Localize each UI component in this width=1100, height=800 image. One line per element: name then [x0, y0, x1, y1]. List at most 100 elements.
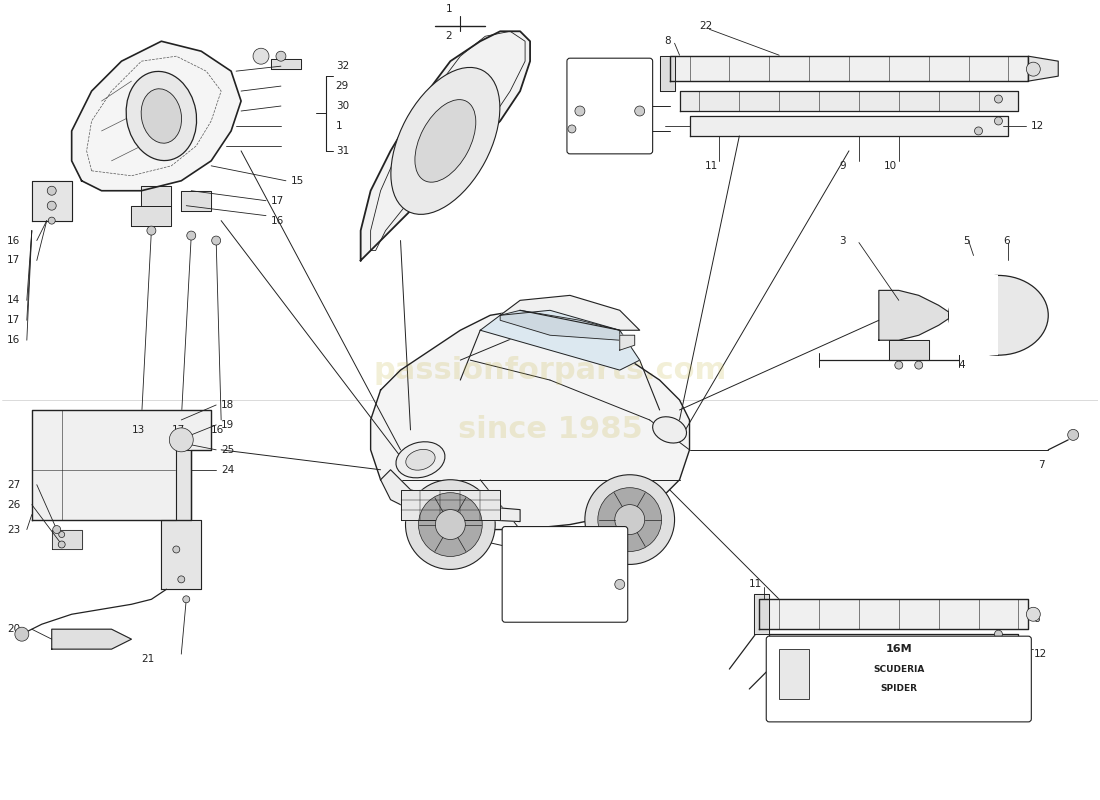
Bar: [948, 275, 999, 355]
Circle shape: [994, 650, 1002, 658]
Text: 17: 17: [271, 196, 284, 206]
Text: 17: 17: [7, 255, 20, 266]
Circle shape: [1026, 62, 1041, 76]
Text: 33: 33: [580, 66, 593, 76]
Polygon shape: [381, 470, 520, 522]
Text: 10: 10: [883, 161, 896, 171]
Text: 16: 16: [211, 425, 224, 435]
Circle shape: [276, 51, 286, 61]
Polygon shape: [500, 310, 619, 340]
Text: 27: 27: [7, 480, 20, 490]
Circle shape: [568, 125, 576, 133]
Text: 16: 16: [7, 335, 20, 346]
Circle shape: [436, 510, 465, 539]
Polygon shape: [142, 186, 172, 206]
Text: 22: 22: [700, 22, 713, 31]
Polygon shape: [690, 116, 1009, 136]
Text: 28: 28: [640, 121, 653, 131]
Bar: [779, 649, 810, 699]
Text: 30: 30: [336, 101, 349, 111]
Text: 17: 17: [172, 425, 185, 435]
Polygon shape: [52, 530, 81, 550]
Circle shape: [994, 95, 1002, 103]
Polygon shape: [500, 295, 640, 330]
Circle shape: [169, 428, 194, 452]
Circle shape: [915, 361, 923, 369]
Text: 15: 15: [290, 176, 305, 186]
Circle shape: [58, 542, 65, 547]
Circle shape: [635, 106, 645, 116]
Circle shape: [47, 186, 56, 195]
Polygon shape: [759, 599, 1028, 630]
Ellipse shape: [406, 450, 436, 470]
Text: 23: 23: [7, 525, 20, 534]
Circle shape: [1026, 607, 1041, 622]
Text: 4: 4: [958, 360, 965, 370]
Polygon shape: [481, 310, 640, 370]
Text: 28: 28: [829, 674, 843, 684]
Polygon shape: [580, 101, 640, 121]
Text: 32: 32: [336, 61, 349, 71]
Ellipse shape: [141, 89, 182, 143]
Polygon shape: [680, 91, 1019, 111]
Text: 17: 17: [7, 315, 20, 326]
Circle shape: [406, 480, 495, 570]
Polygon shape: [670, 56, 1028, 81]
Polygon shape: [271, 59, 301, 69]
FancyBboxPatch shape: [503, 526, 628, 622]
Circle shape: [48, 217, 55, 224]
Circle shape: [975, 127, 982, 135]
Ellipse shape: [390, 67, 499, 214]
Text: SPIDER: SPIDER: [880, 685, 917, 694]
Text: 1: 1: [336, 121, 342, 131]
Text: 31: 31: [336, 146, 349, 156]
Polygon shape: [769, 634, 1019, 659]
Ellipse shape: [396, 442, 444, 478]
Text: 16M: 16M: [886, 644, 912, 654]
Circle shape: [994, 117, 1002, 125]
Polygon shape: [182, 190, 211, 210]
Circle shape: [173, 546, 179, 553]
Text: passionforparts.com: passionforparts.com: [373, 356, 727, 385]
Circle shape: [975, 660, 982, 668]
Text: 26: 26: [7, 500, 20, 510]
Polygon shape: [162, 450, 201, 590]
Circle shape: [58, 541, 65, 548]
Circle shape: [597, 488, 661, 551]
Text: 12: 12: [1031, 121, 1044, 131]
Circle shape: [183, 596, 190, 602]
Polygon shape: [361, 31, 530, 261]
Polygon shape: [879, 290, 954, 340]
Polygon shape: [400, 490, 500, 519]
Circle shape: [47, 201, 56, 210]
Polygon shape: [371, 310, 690, 530]
Circle shape: [211, 236, 221, 245]
Circle shape: [585, 474, 674, 565]
Polygon shape: [1028, 56, 1058, 81]
Text: 9: 9: [839, 161, 846, 171]
Polygon shape: [660, 56, 674, 91]
Text: 20: 20: [7, 624, 20, 634]
FancyBboxPatch shape: [566, 58, 652, 154]
Text: 19: 19: [221, 420, 234, 430]
Circle shape: [994, 630, 1002, 638]
Text: 2: 2: [446, 31, 452, 42]
Polygon shape: [32, 410, 211, 519]
Circle shape: [147, 226, 156, 235]
Polygon shape: [619, 335, 635, 350]
Circle shape: [418, 493, 482, 557]
Text: 9: 9: [869, 674, 876, 684]
Text: 18: 18: [221, 400, 234, 410]
Circle shape: [575, 106, 585, 116]
Text: USA - CDN: USA - CDN: [576, 144, 624, 154]
Text: 14: 14: [7, 295, 20, 306]
Text: 8: 8: [1033, 614, 1039, 624]
Circle shape: [58, 531, 65, 538]
Polygon shape: [755, 594, 769, 634]
Text: since 1985: since 1985: [458, 415, 642, 444]
Polygon shape: [132, 206, 172, 226]
Text: 16: 16: [7, 235, 20, 246]
Ellipse shape: [652, 417, 686, 443]
Text: SCUDERIA: SCUDERIA: [873, 665, 924, 674]
Circle shape: [53, 526, 60, 534]
